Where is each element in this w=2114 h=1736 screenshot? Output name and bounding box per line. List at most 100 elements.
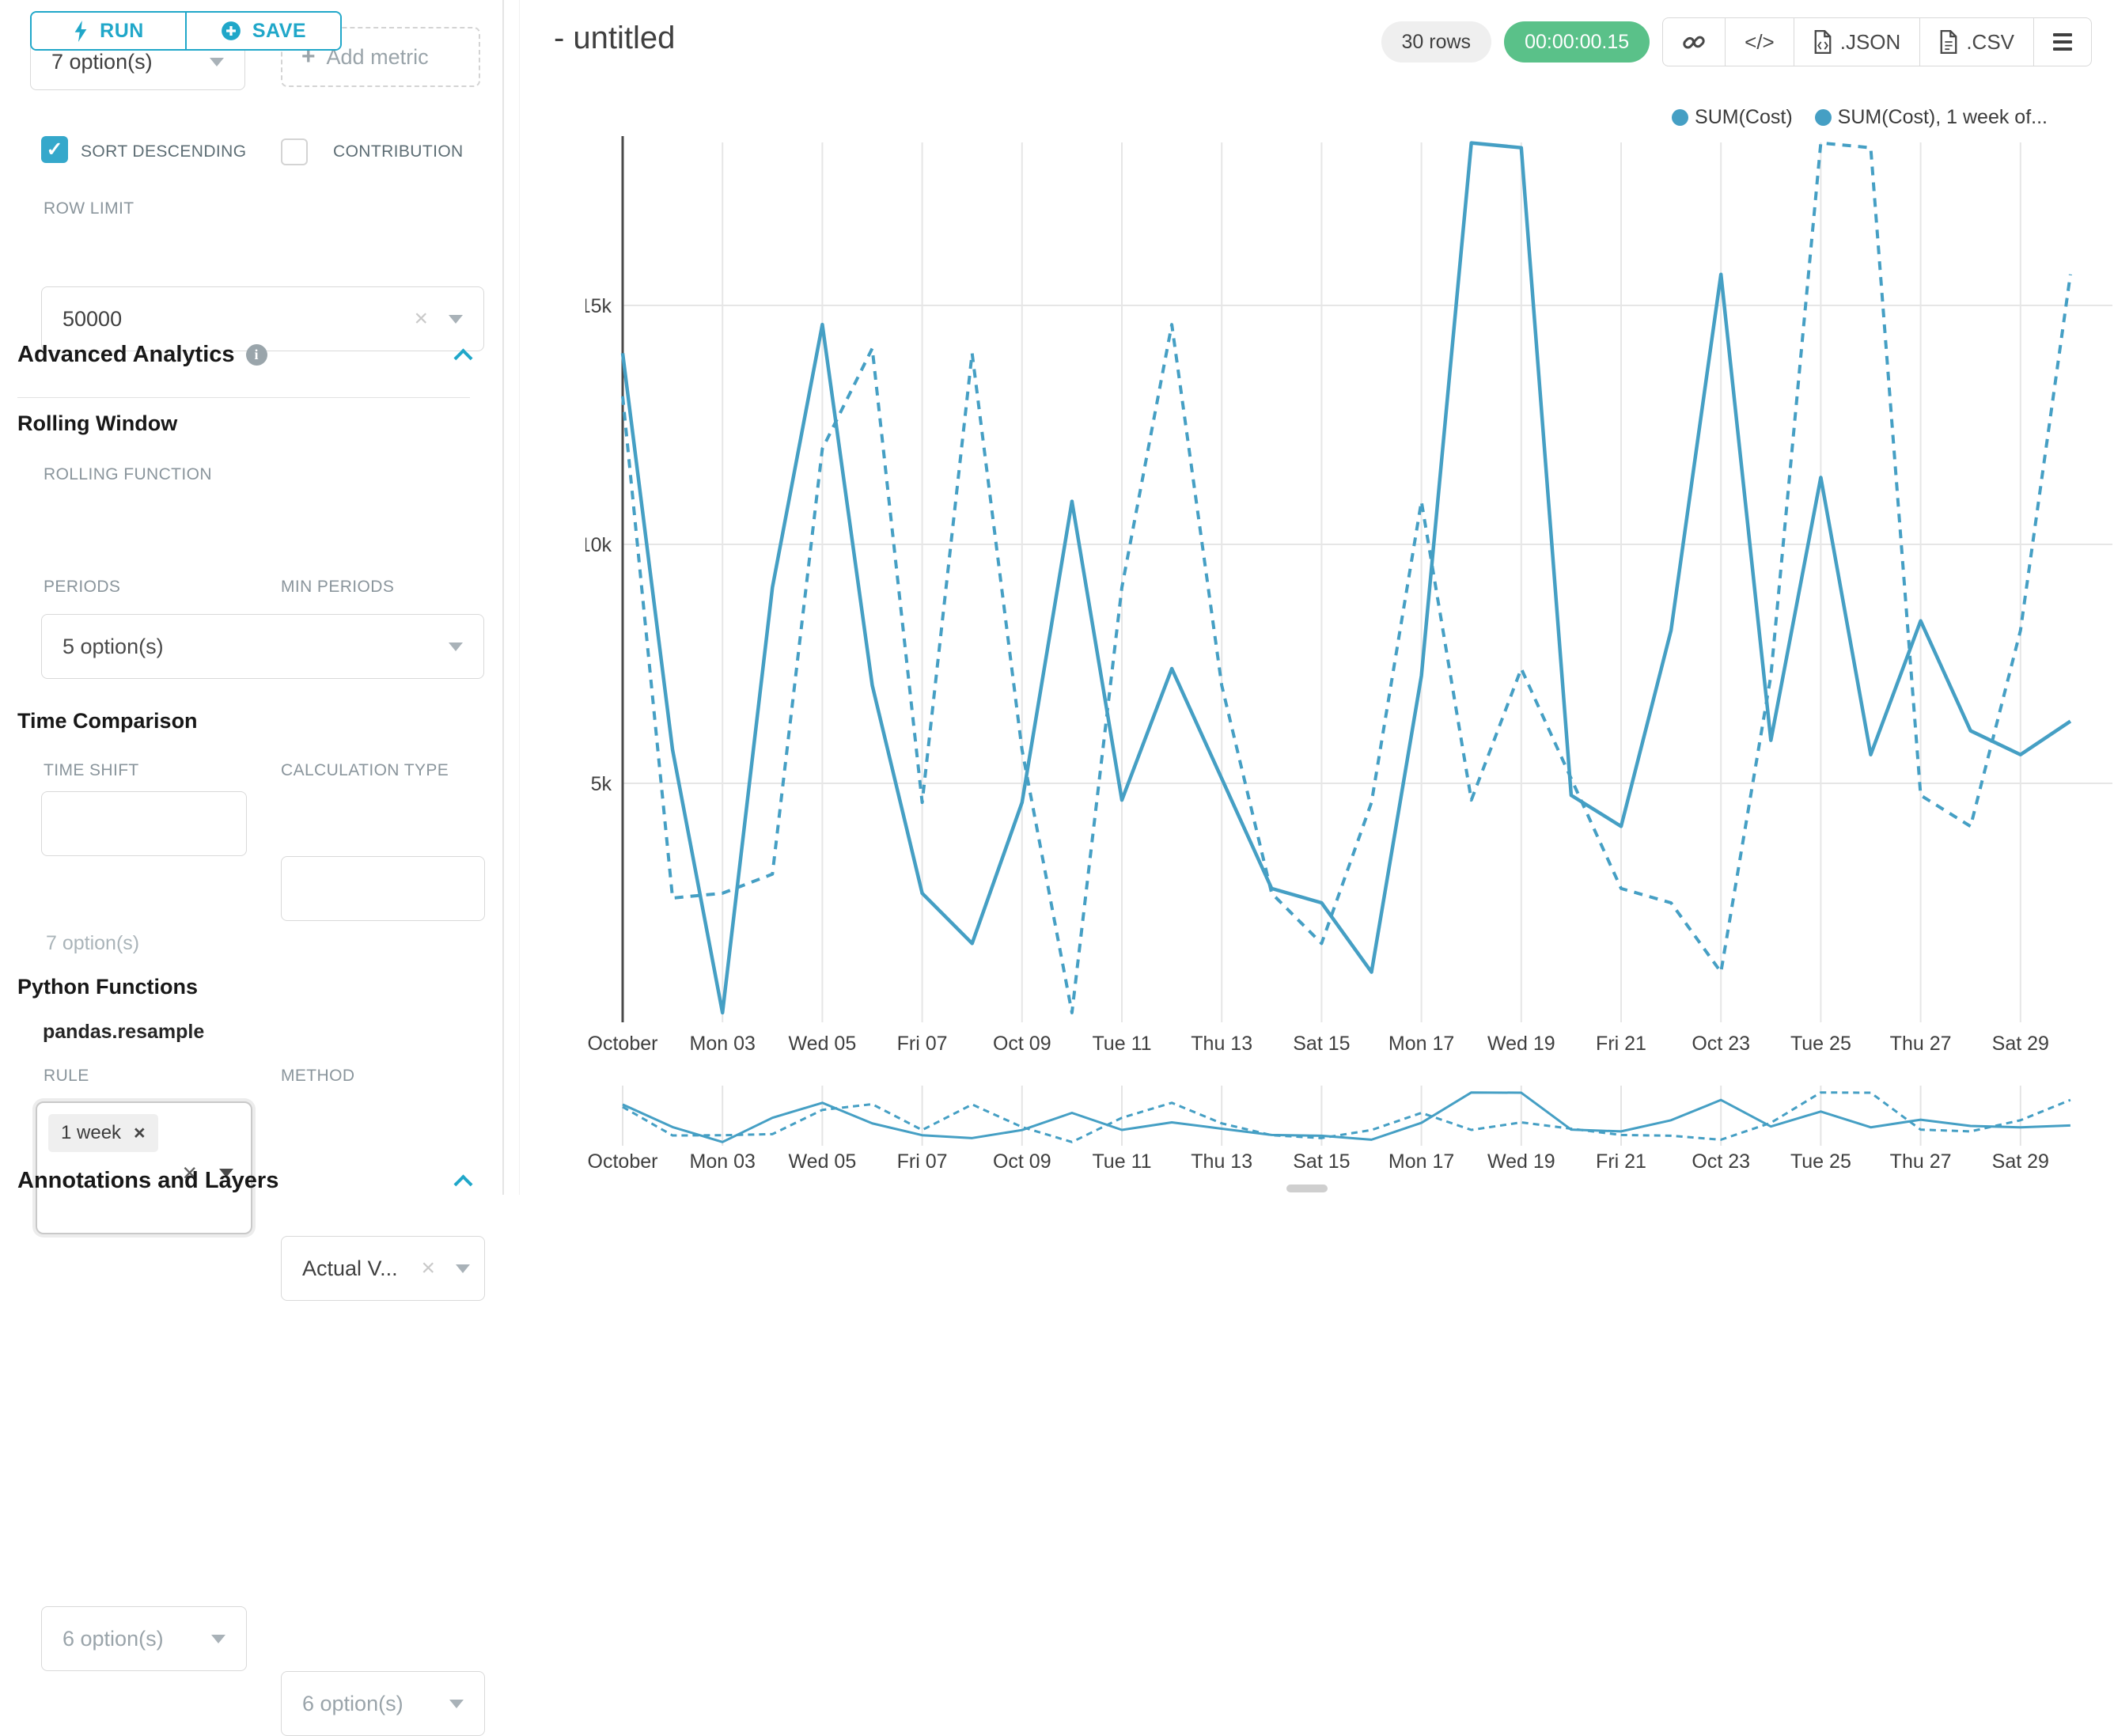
- rule-label: RULE: [44, 1067, 89, 1085]
- rolling-function-select[interactable]: 5 option(s): [41, 614, 484, 679]
- svg-text:Oct 09: Oct 09: [993, 1150, 1051, 1173]
- svg-text:Tue 25: Tue 25: [1790, 1033, 1851, 1055]
- svg-text:Thu 13: Thu 13: [1191, 1150, 1252, 1173]
- plus-circle-icon: [221, 21, 241, 40]
- pandas-resample-label: pandas.resample: [43, 1021, 205, 1043]
- chevron-down-icon: [210, 57, 224, 66]
- panel-resize-handle[interactable]: [1286, 1184, 1328, 1192]
- svg-text:Tue 11: Tue 11: [1092, 1033, 1151, 1055]
- chevron-up-icon[interactable]: [453, 1174, 473, 1194]
- row-limit-select[interactable]: 50000 ×: [41, 286, 484, 351]
- calculation-type-select[interactable]: Actual V... ×: [281, 1236, 485, 1301]
- annotations-header[interactable]: Annotations and Layers: [17, 1168, 473, 1194]
- method-value: 6 option(s): [302, 1691, 403, 1715]
- json-button-label: .JSON: [1839, 29, 1901, 54]
- min-periods-input[interactable]: [281, 856, 485, 921]
- chart-legend: SUM(Cost) SUM(Cost), 1 week of...: [1672, 106, 2048, 129]
- menu-icon: [2053, 33, 2072, 51]
- svg-text:Mon 17: Mon 17: [1388, 1150, 1454, 1173]
- remove-tag-icon[interactable]: ×: [134, 1121, 146, 1144]
- time-shift-tag: 1 week ×: [48, 1114, 158, 1152]
- metrics-select-value: 7 option(s): [51, 49, 153, 74]
- clear-icon[interactable]: ×: [182, 1158, 197, 1187]
- query-timer-badge: 00:00:00.15: [1504, 21, 1650, 63]
- svg-text:Sat 15: Sat 15: [1293, 1150, 1350, 1173]
- svg-text:Mon 03: Mon 03: [690, 1150, 756, 1173]
- contribution-label: CONTRIBUTION: [333, 142, 464, 161]
- chevron-down-icon: [449, 642, 463, 651]
- sort-descending-checkbox[interactable]: [41, 136, 68, 163]
- export-csv-button[interactable]: .CSV: [1919, 18, 2033, 66]
- svg-text:Thu 13: Thu 13: [1191, 1033, 1252, 1055]
- svg-text:Wed 05: Wed 05: [789, 1150, 857, 1173]
- rule-select[interactable]: 6 option(s): [41, 1606, 247, 1671]
- panel-edge: [519, 0, 520, 1195]
- csv-button-label: .CSV: [1966, 29, 2014, 54]
- periods-label: PERIODS: [44, 578, 121, 596]
- min-periods-label: MIN PERIODS: [281, 578, 395, 596]
- legend-item-sum-cost-offset[interactable]: SUM(Cost), 1 week of...: [1814, 106, 2048, 129]
- svg-text:15k: 15k: [585, 295, 612, 317]
- svg-text:Mon 03: Mon 03: [690, 1033, 756, 1055]
- run-button-label: RUN: [100, 19, 144, 42]
- svg-text:October: October: [588, 1033, 658, 1055]
- svg-text:Fri 21: Fri 21: [1596, 1033, 1646, 1055]
- control-panel: 7 option(s) + Add metric RUN SAVE SORT D…: [0, 0, 504, 1736]
- chevron-down-icon: [211, 1634, 225, 1643]
- svg-text:Oct 23: Oct 23: [1692, 1033, 1750, 1055]
- file-code-icon: [1814, 30, 1832, 54]
- add-metric-label: Add metric: [326, 44, 429, 69]
- legend-dot: [1814, 109, 1832, 126]
- clear-icon[interactable]: ×: [414, 305, 428, 332]
- lightning-icon: [74, 20, 87, 42]
- copy-link-button[interactable]: [1663, 18, 1725, 66]
- export-json-button[interactable]: .JSON: [1793, 18, 1920, 66]
- svg-text:Thu 27: Thu 27: [1890, 1150, 1952, 1173]
- sort-descending-control[interactable]: SORT DESCENDING: [41, 136, 247, 169]
- svg-text:Oct 09: Oct 09: [993, 1033, 1051, 1055]
- svg-text:Oct 23: Oct 23: [1692, 1150, 1750, 1173]
- timeseries-line-chart[interactable]: 5k 10k 15k October Mon 03 Wed 05 Fri 07 Oct 09 T…: [585, 75, 2114, 1080]
- run-save-button-group: RUN SAVE: [30, 11, 342, 51]
- svg-text:Wed 19: Wed 19: [1487, 1033, 1555, 1055]
- chart-zoom-preview[interactable]: October Mon 03 Wed 05 Fri 07 Oct 09 Tue 11 Thu…: [585, 1086, 2114, 1190]
- svg-text:Tue 11: Tue 11: [1092, 1150, 1151, 1173]
- link-icon: [1683, 36, 1705, 49]
- save-button[interactable]: SAVE: [185, 13, 340, 49]
- svg-text:Tue 25: Tue 25: [1790, 1150, 1851, 1173]
- export-button-bar: </> .JSON .CSV: [1662, 17, 2092, 66]
- embed-code-button[interactable]: </>: [1725, 18, 1794, 66]
- calculation-type-label: CALCULATION TYPE: [281, 761, 449, 779]
- contribution-control[interactable]: CONTRIBUTION: [281, 136, 464, 169]
- time-shift-tag-label: 1 week: [61, 1122, 122, 1143]
- chevron-down-icon: [219, 1168, 233, 1177]
- svg-text:Sat 29: Sat 29: [1992, 1150, 2049, 1173]
- run-button[interactable]: RUN: [32, 13, 185, 49]
- chevron-up-icon[interactable]: [453, 348, 473, 368]
- advanced-analytics-header[interactable]: Advanced Analytics i: [17, 342, 473, 368]
- chart-title[interactable]: - untitled: [554, 21, 676, 55]
- chevron-down-icon: [449, 314, 463, 324]
- row-limit-label: ROW LIMIT: [44, 199, 134, 218]
- svg-text:10k: 10k: [585, 534, 612, 556]
- periods-input[interactable]: [41, 791, 247, 856]
- svg-text:Wed 05: Wed 05: [789, 1033, 857, 1055]
- method-label: METHOD: [281, 1067, 355, 1085]
- legend-dot: [1672, 109, 1689, 126]
- sort-descending-label: SORT DESCENDING: [81, 142, 247, 161]
- save-button-label: SAVE: [252, 19, 307, 42]
- chevron-down-icon: [449, 1699, 464, 1708]
- rolling-function-value: 5 option(s): [63, 634, 164, 658]
- contribution-checkbox[interactable]: [281, 138, 308, 166]
- legend-item-sum-cost[interactable]: SUM(Cost): [1672, 106, 1793, 129]
- file-icon: [1940, 30, 1957, 54]
- rolling-window-title: Rolling Window: [17, 411, 178, 435]
- svg-text:5k: 5k: [591, 773, 612, 795]
- svg-text:October: October: [588, 1150, 658, 1173]
- chart-menu-button[interactable]: [2033, 18, 2091, 66]
- time-shift-label: TIME SHIFT: [44, 761, 139, 779]
- method-select[interactable]: 6 option(s): [281, 1671, 485, 1736]
- row-limit-value: 50000: [63, 306, 123, 331]
- calculation-type-value: Actual V...: [302, 1256, 398, 1280]
- clear-icon[interactable]: ×: [421, 1255, 435, 1281]
